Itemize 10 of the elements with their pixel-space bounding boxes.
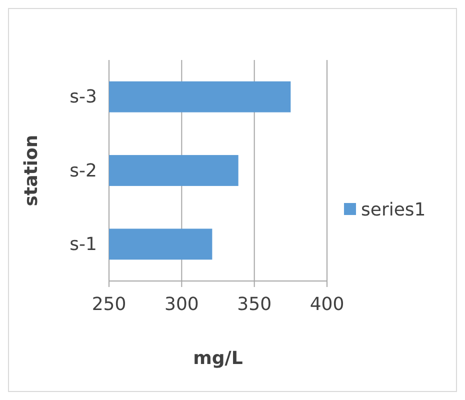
y-tick-label: s-2 bbox=[70, 160, 97, 182]
legend-label: series1 bbox=[361, 199, 426, 220]
x-axis-title: mg/L bbox=[193, 348, 243, 369]
y-tick-label: s-3 bbox=[70, 86, 97, 108]
x-tick-label: 350 bbox=[237, 294, 272, 315]
x-tick-label: 400 bbox=[310, 294, 344, 315]
y-axis-title: station bbox=[21, 134, 42, 206]
x-tick-label: 250 bbox=[92, 294, 126, 315]
x-tick-label: 300 bbox=[164, 294, 199, 315]
y-tick-label: s-1 bbox=[70, 234, 97, 255]
